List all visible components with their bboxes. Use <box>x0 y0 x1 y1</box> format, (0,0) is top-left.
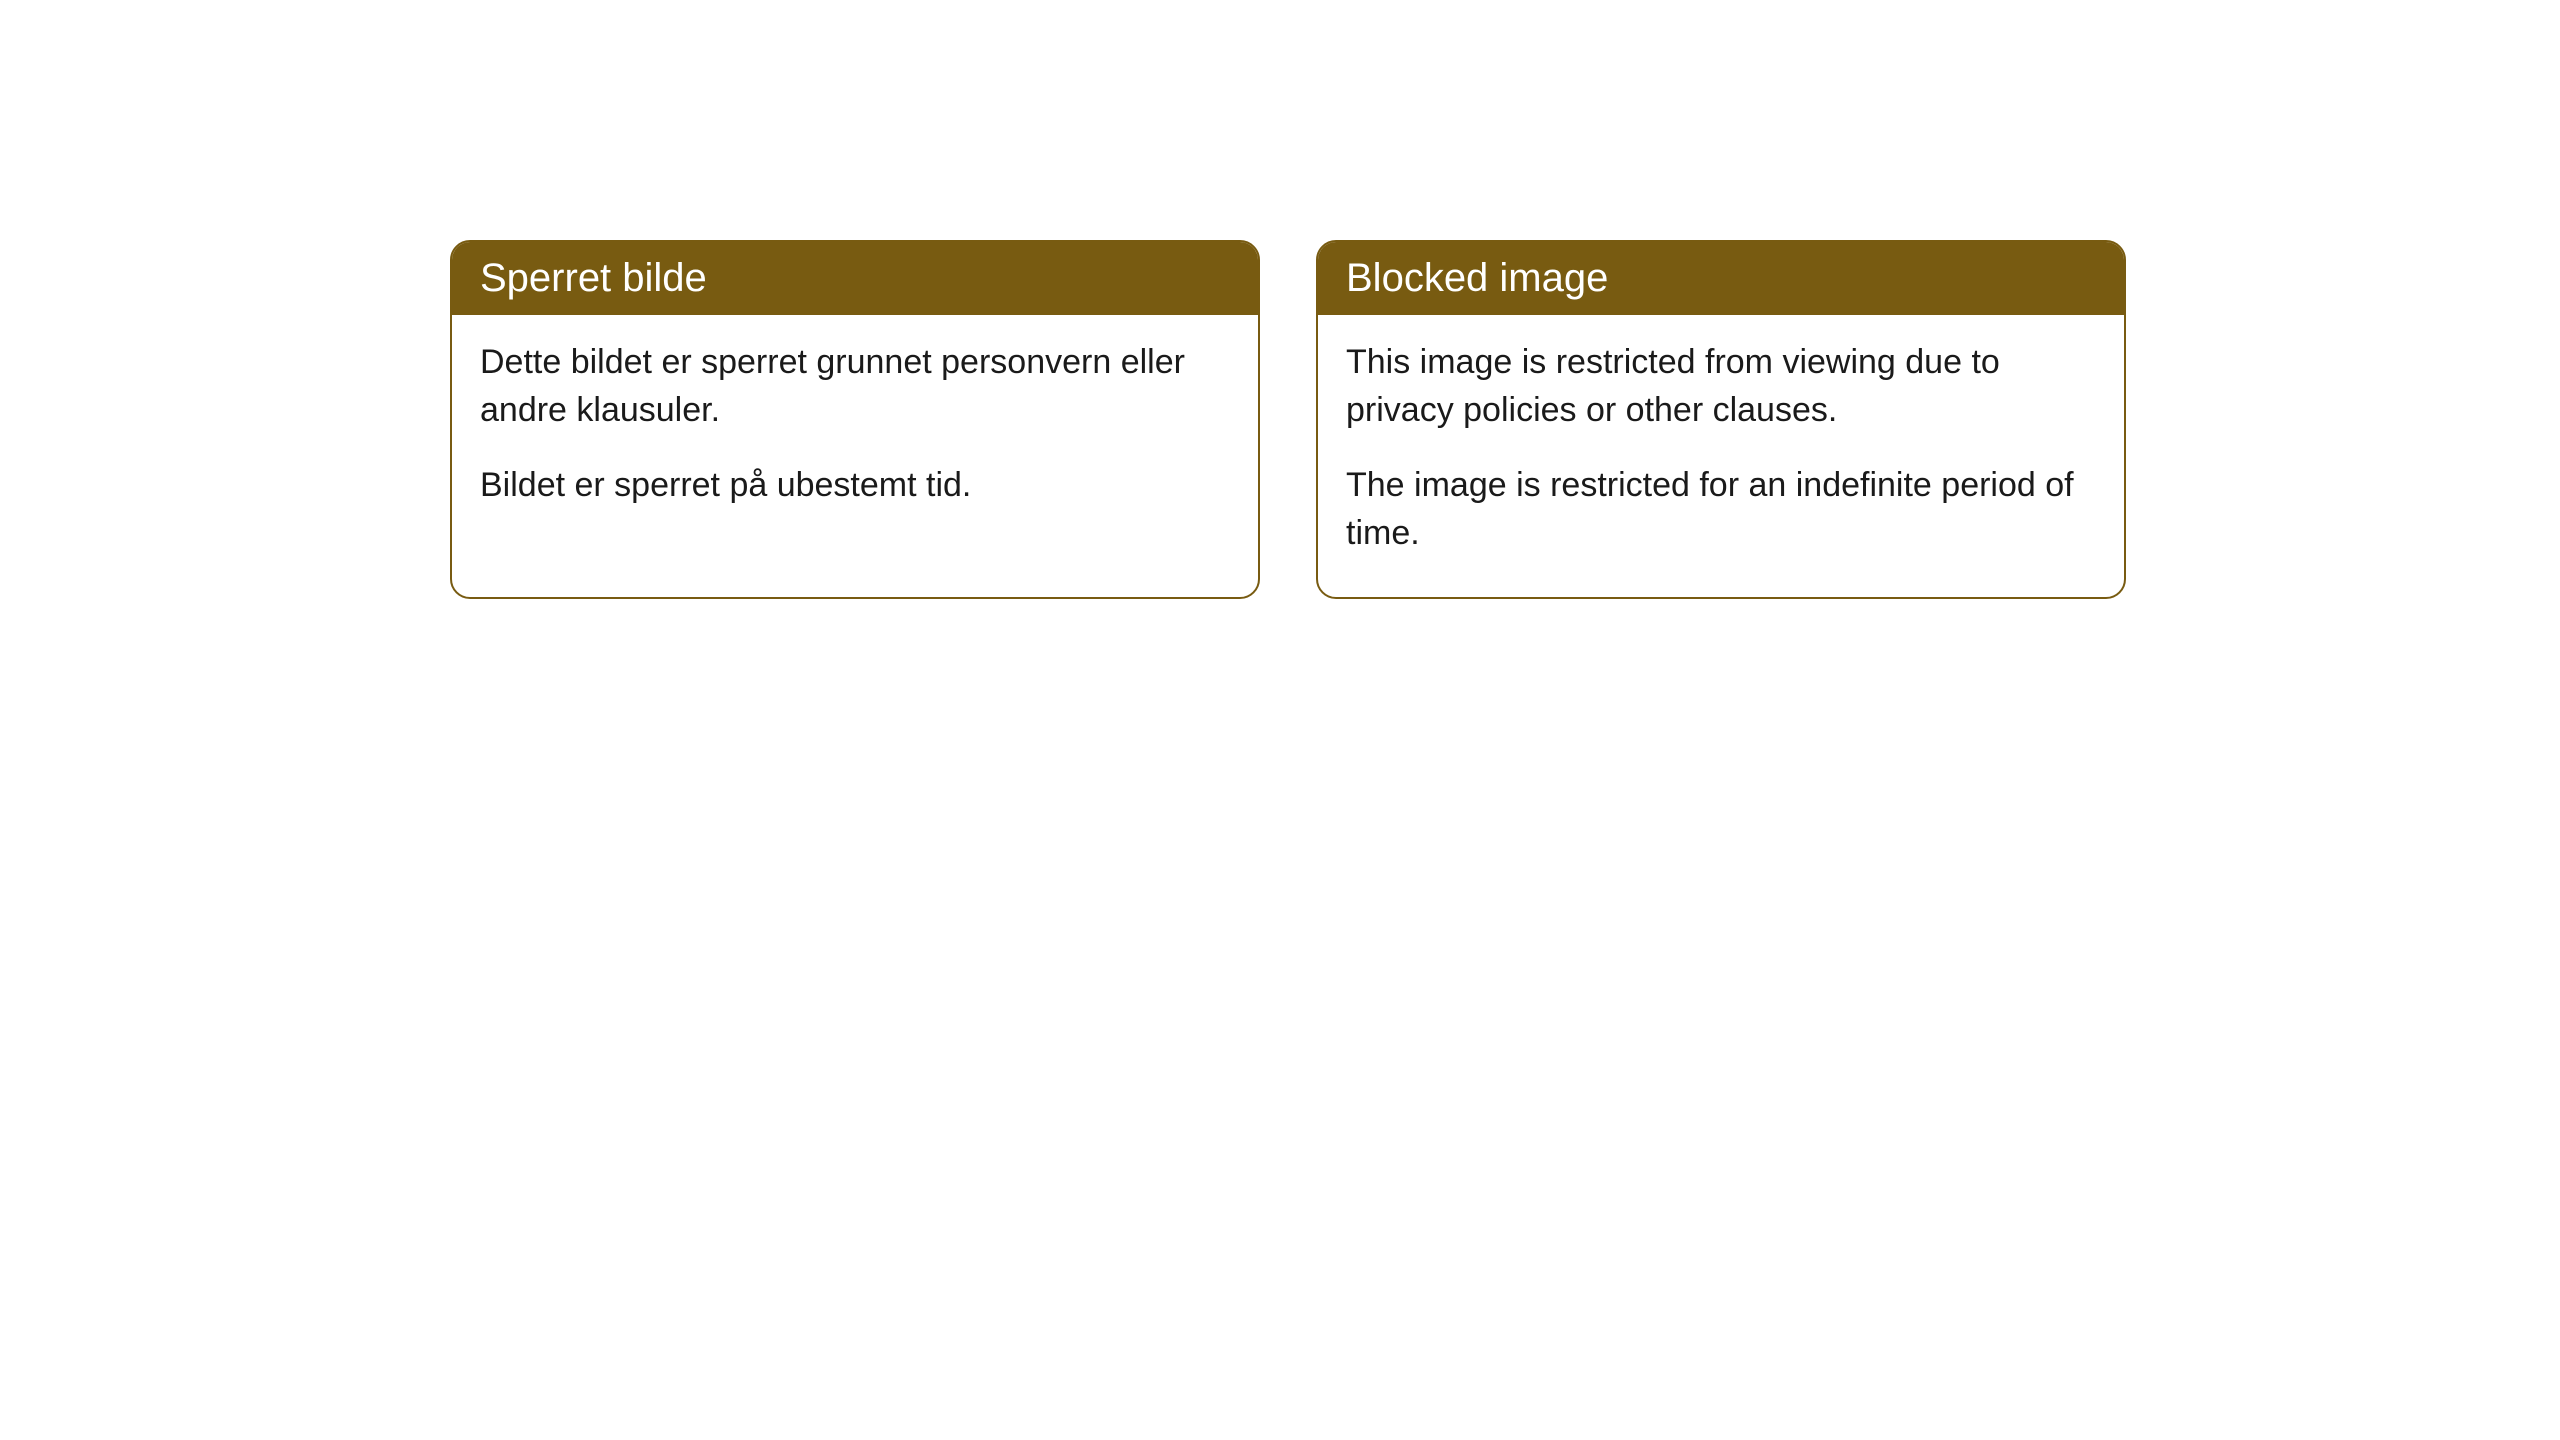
card-header-no: Sperret bilde <box>452 242 1258 315</box>
card-paragraph-2-no: Bildet er sperret på ubestemt tid. <box>480 462 1230 510</box>
card-paragraph-2-en: The image is restricted for an indefinit… <box>1346 462 2096 557</box>
card-paragraph-1-en: This image is restricted from viewing du… <box>1346 339 2096 434</box>
blocked-image-card-en: Blocked image This image is restricted f… <box>1316 240 2126 599</box>
notice-cards-container: Sperret bilde Dette bildet er sperret gr… <box>0 0 2560 599</box>
blocked-image-card-no: Sperret bilde Dette bildet er sperret gr… <box>450 240 1260 599</box>
card-header-en: Blocked image <box>1318 242 2124 315</box>
card-paragraph-1-no: Dette bildet er sperret grunnet personve… <box>480 339 1230 434</box>
card-body-en: This image is restricted from viewing du… <box>1318 315 2124 597</box>
card-body-no: Dette bildet er sperret grunnet personve… <box>452 315 1258 550</box>
